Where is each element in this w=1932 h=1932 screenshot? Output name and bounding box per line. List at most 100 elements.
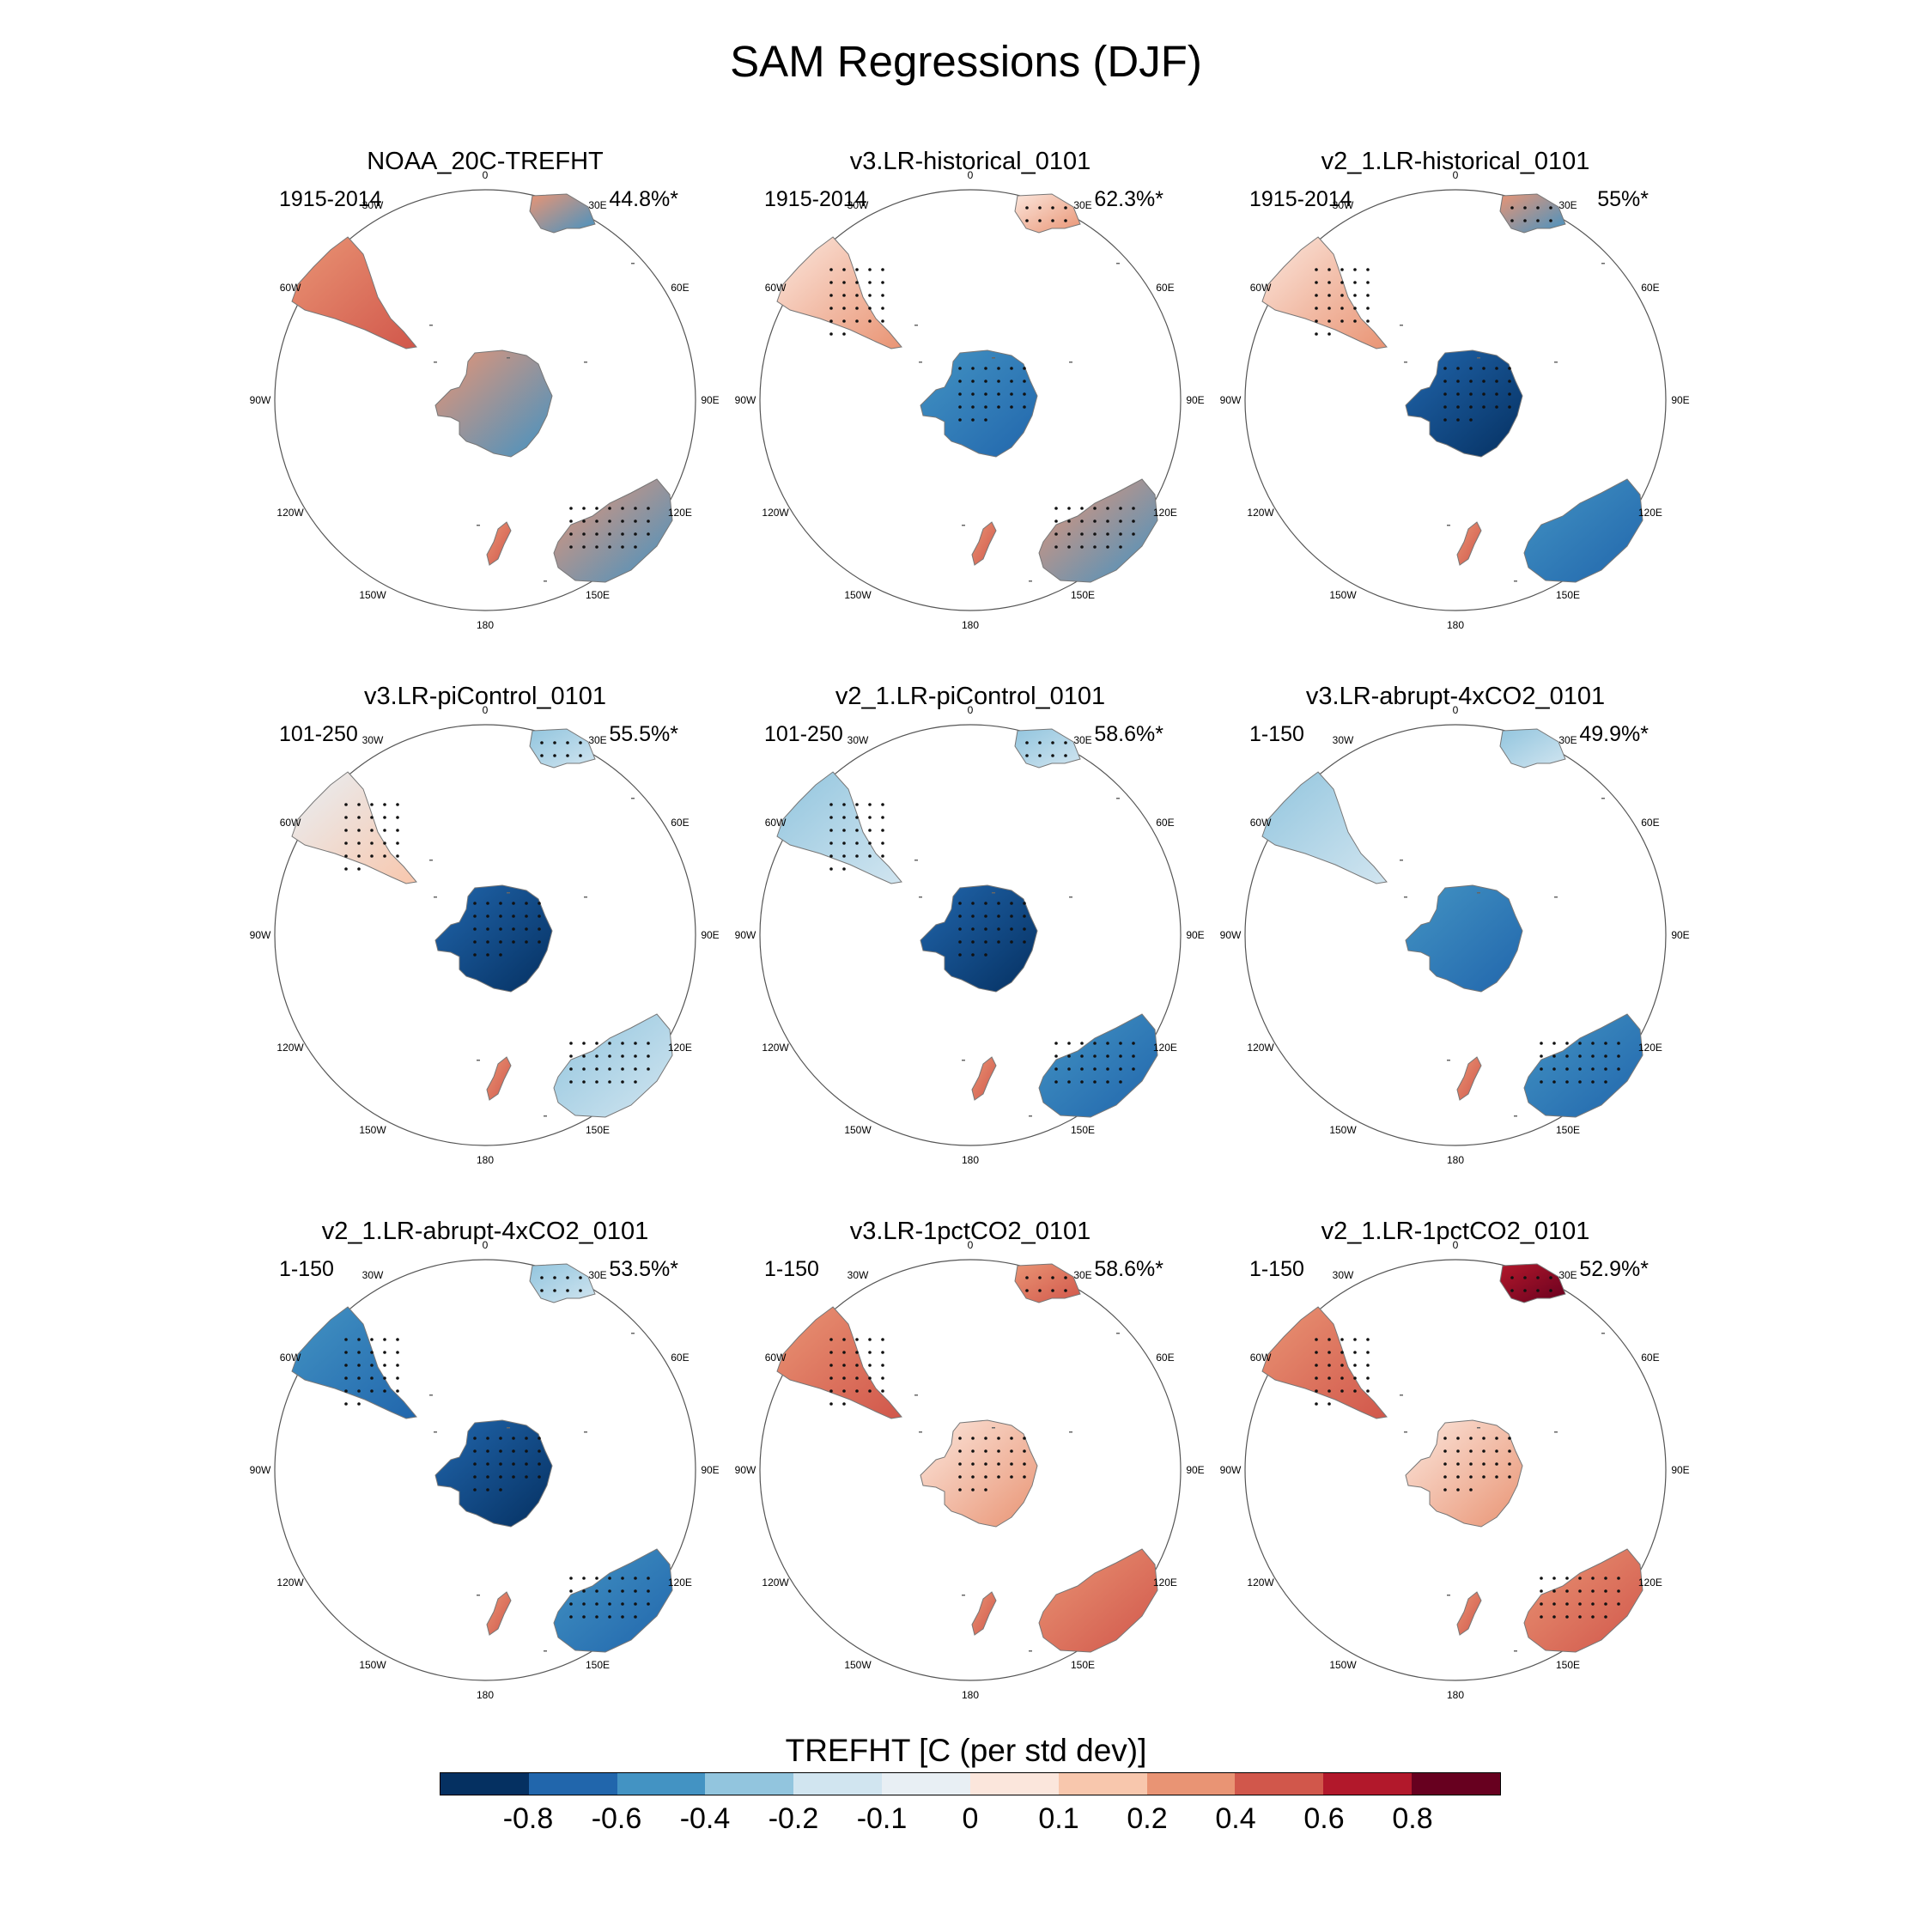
significance-dot [1327,307,1331,310]
significance-dot [842,1389,846,1393]
significance-dot [971,418,975,422]
significance-dot [1327,268,1331,271]
significance-dot [595,1042,598,1045]
significance-dot [868,841,872,845]
longitude-label: 120E [1153,507,1177,519]
significance-dot [829,829,833,832]
significance-dot [538,1449,541,1453]
panel-title: v2_1.LR-historical_0101 [1321,148,1590,175]
significance-dot [958,1462,962,1466]
significance-dot [553,754,556,757]
significance-dot [1565,1042,1569,1045]
significance-dot [1591,1080,1595,1084]
significance-dot [842,854,846,858]
significance-dot [855,281,859,284]
significance-dot [634,1054,637,1058]
longitude-label: 90E [1671,394,1689,406]
significance-dot [569,1042,573,1045]
significance-dot [1591,1042,1595,1045]
significance-dot [984,367,987,370]
significance-dot [396,803,399,806]
longitude-label: 120W [762,1577,789,1589]
island-mark [584,896,587,898]
landmass-australia [553,1548,673,1653]
significance-dot [958,902,962,905]
significance-dot [499,1488,502,1492]
significance-dot [582,1615,586,1619]
significance-dot [1508,1437,1511,1440]
significance-dot [499,1437,502,1440]
significance-dot [1443,405,1447,409]
panel-period: 1-150 [279,1257,334,1281]
significance-dot [357,841,361,845]
significance-dot [634,1589,637,1593]
significance-dot [569,1054,573,1058]
significance-dot [1315,281,1318,284]
significance-dot [621,519,624,523]
panel-variance: 53.5%* [609,1257,678,1281]
longitude-label: 120E [1153,1042,1177,1054]
significance-dot [1327,319,1331,323]
significance-dot [1315,1402,1318,1406]
longitude-label: 150W [844,589,872,601]
significance-dot [971,914,975,918]
significance-dot [1080,545,1084,549]
significance-dot [1482,1462,1485,1466]
significance-dot [984,405,987,409]
significance-dot [634,1042,637,1045]
significance-dot [971,367,975,370]
significance-dot [958,914,962,918]
island-mark [1069,896,1072,898]
significance-dot [1495,380,1498,383]
significance-dot [538,914,541,918]
panel-title: NOAA_20C-TREFHT [367,148,604,175]
significance-dot [1523,206,1527,210]
significance-dot [1508,392,1511,396]
significance-dot [1604,1615,1607,1619]
significance-dot [855,803,859,806]
significance-dot [1617,1602,1620,1606]
landmass-nz [971,521,997,566]
significance-dot [1469,1475,1473,1479]
significance-dot [1540,1042,1543,1045]
significance-dot [538,1475,541,1479]
significance-dot [1054,519,1058,523]
significance-dot [1552,1589,1556,1593]
significance-dot [396,854,399,858]
significance-dot [1456,1449,1460,1453]
significance-dot [1366,268,1370,271]
significance-dot [1469,380,1473,383]
significance-dot [868,1376,872,1380]
panel-period: 1-150 [1249,722,1304,746]
panel-variance: 55%* [1597,187,1649,211]
significance-dot [525,1437,528,1440]
significance-dot [1443,380,1447,383]
longitude-label: 180 [477,1689,494,1701]
significance-dot [868,1338,872,1341]
significance-dot [370,803,374,806]
significance-dot [1119,519,1122,523]
significance-dot [855,1338,859,1341]
significance-dot [499,902,502,905]
significance-dot [1119,1054,1122,1058]
significance-dot [1552,1067,1556,1071]
longitude-label: 150W [1329,589,1357,601]
significance-dot [582,1577,586,1580]
island-mark [992,892,995,894]
significance-dot [1340,1351,1344,1354]
significance-dot [1469,405,1473,409]
significance-dot [1080,1080,1084,1084]
significance-dot [1119,507,1122,510]
significance-dot [1064,741,1067,744]
significance-dot [634,545,637,549]
significance-dot [1565,1602,1569,1606]
significance-dot [997,1449,1000,1453]
landmass-africa [529,728,596,769]
significance-dot [1054,1054,1058,1058]
longitude-label: 150E [1556,1659,1580,1671]
panel-variance: 44.8%* [609,187,678,211]
significance-dot [1540,1080,1543,1084]
significance-dot [1591,1054,1595,1058]
longitude-label: 60E [1641,1352,1659,1364]
